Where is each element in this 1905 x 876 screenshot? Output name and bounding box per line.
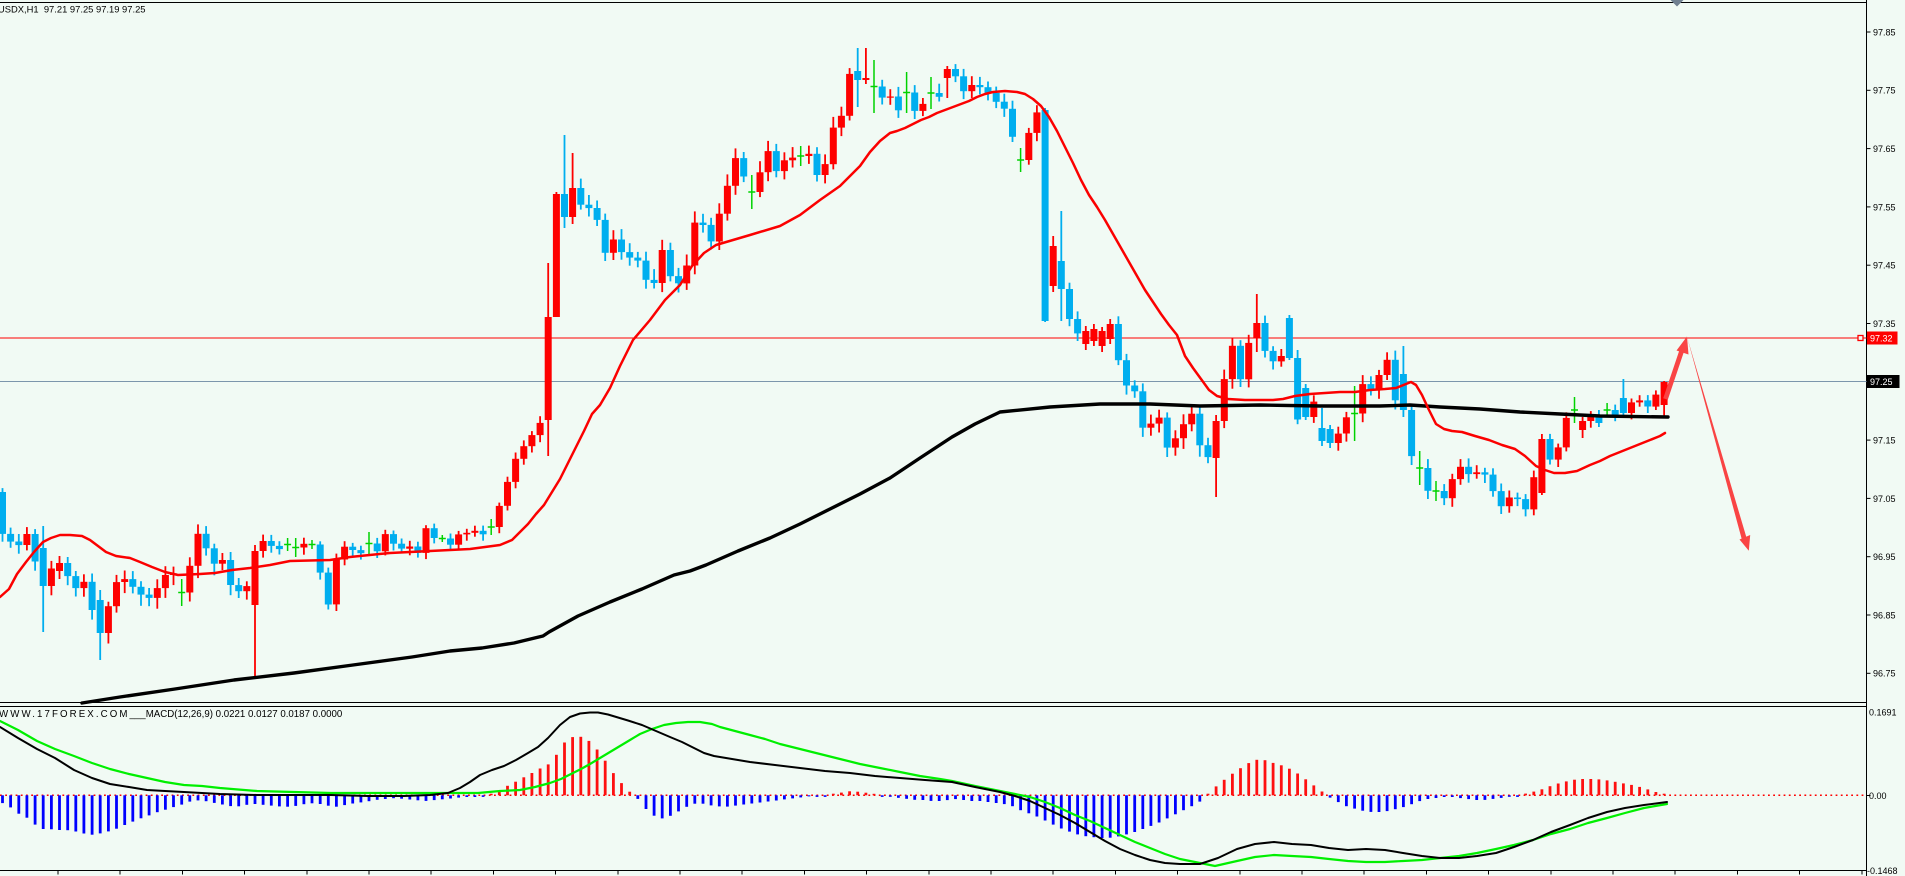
svg-text:96.75: 96.75 [1873,669,1896,679]
svg-text:96.95: 96.95 [1873,552,1896,562]
svg-text:97.55: 97.55 [1873,202,1896,212]
svg-text:WWW.17FOREX.COM___MACD(12,26,9: WWW.17FOREX.COM___MACD(12,26,9) 0.0221 0… [0,709,343,720]
svg-text:96.85: 96.85 [1873,610,1896,620]
svg-text:97.85: 97.85 [1873,27,1896,37]
svg-text:97.15: 97.15 [1873,436,1896,446]
svg-text:97.45: 97.45 [1873,261,1896,271]
svg-text:USDX,H1 97.21 97.25 97.19 97.: USDX,H1 97.21 97.25 97.19 97.25 [0,4,146,15]
svg-text:97.32: 97.32 [1870,334,1893,344]
svg-text:97.25: 97.25 [1870,377,1893,387]
svg-text:0.1691: 0.1691 [1869,708,1897,718]
svg-text:97.75: 97.75 [1873,86,1896,96]
svg-text:0.00: 0.00 [1869,791,1887,801]
svg-text:97.65: 97.65 [1873,144,1896,154]
svg-text:97.35: 97.35 [1873,319,1896,329]
svg-text:97.05: 97.05 [1873,494,1896,504]
svg-text:-0.1468: -0.1468 [1867,866,1898,876]
